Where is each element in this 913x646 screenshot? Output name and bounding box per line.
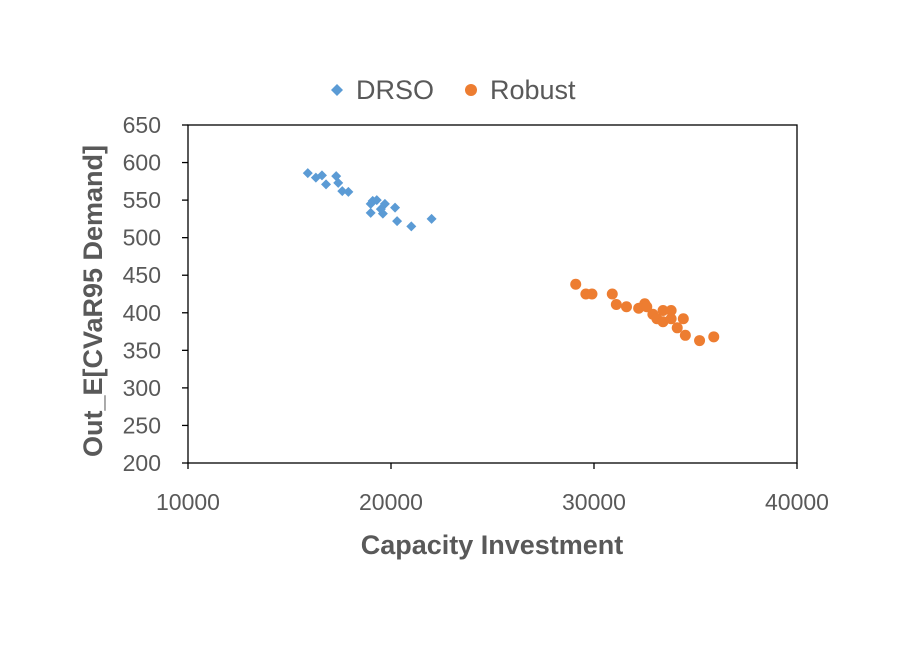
y-axis: 200 250 300 350 400 450 500 550 600 650 [123, 112, 188, 476]
point-drso [390, 202, 401, 213]
x-tick-label: 30000 [562, 489, 626, 515]
point-robust [694, 335, 706, 347]
point-robust [677, 313, 689, 325]
y-tick-label: 250 [123, 412, 161, 438]
y-tick-label: 200 [123, 450, 161, 476]
legend-marker-robust [465, 84, 477, 96]
point-robust [641, 301, 653, 313]
legend: DRSO Robust [331, 75, 576, 105]
point-drso [406, 221, 417, 232]
legend-label-robust: Robust [490, 75, 576, 105]
point-robust [671, 322, 683, 334]
point-drso [343, 186, 354, 197]
point-drso [337, 186, 348, 197]
x-tick-label: 40000 [765, 489, 829, 515]
x-axis: 10000 20000 30000 40000 [156, 463, 829, 515]
point-robust [586, 288, 598, 300]
point-drso [365, 207, 376, 218]
x-tick-label: 10000 [156, 489, 220, 515]
plot-area [187, 124, 798, 464]
point-drso [333, 177, 344, 188]
y-axis-title: Out_E[CVaR95 Demand] [78, 145, 108, 457]
point-robust [665, 313, 677, 325]
point-robust [606, 288, 618, 300]
point-robust [657, 305, 669, 317]
legend-marker-drso [331, 84, 343, 96]
y-tick-label: 600 [123, 150, 161, 176]
y-tick-label: 350 [123, 337, 161, 363]
x-tick-label: 20000 [359, 489, 423, 515]
point-drso [316, 170, 327, 181]
point-drso [426, 213, 437, 224]
legend-label-drso: DRSO [356, 75, 434, 105]
y-tick-label: 650 [123, 112, 161, 138]
y-tick-label: 500 [123, 225, 161, 251]
point-robust [620, 301, 632, 313]
point-drso [377, 208, 388, 219]
point-drso [302, 168, 313, 179]
y-tick-label: 550 [123, 187, 161, 213]
y-tick-label: 450 [123, 262, 161, 288]
point-robust [570, 278, 582, 290]
point-robust [610, 299, 622, 311]
x-axis-title: Capacity Investment [361, 530, 624, 560]
y-tick-label: 300 [123, 375, 161, 401]
point-drso [321, 179, 332, 190]
point-robust [679, 329, 691, 341]
point-robust [665, 305, 677, 317]
point-robust [708, 331, 720, 343]
point-drso [371, 195, 382, 206]
y-tick-label: 400 [123, 300, 161, 326]
point-drso [392, 216, 403, 227]
data-points [302, 168, 720, 347]
point-drso [379, 198, 390, 209]
